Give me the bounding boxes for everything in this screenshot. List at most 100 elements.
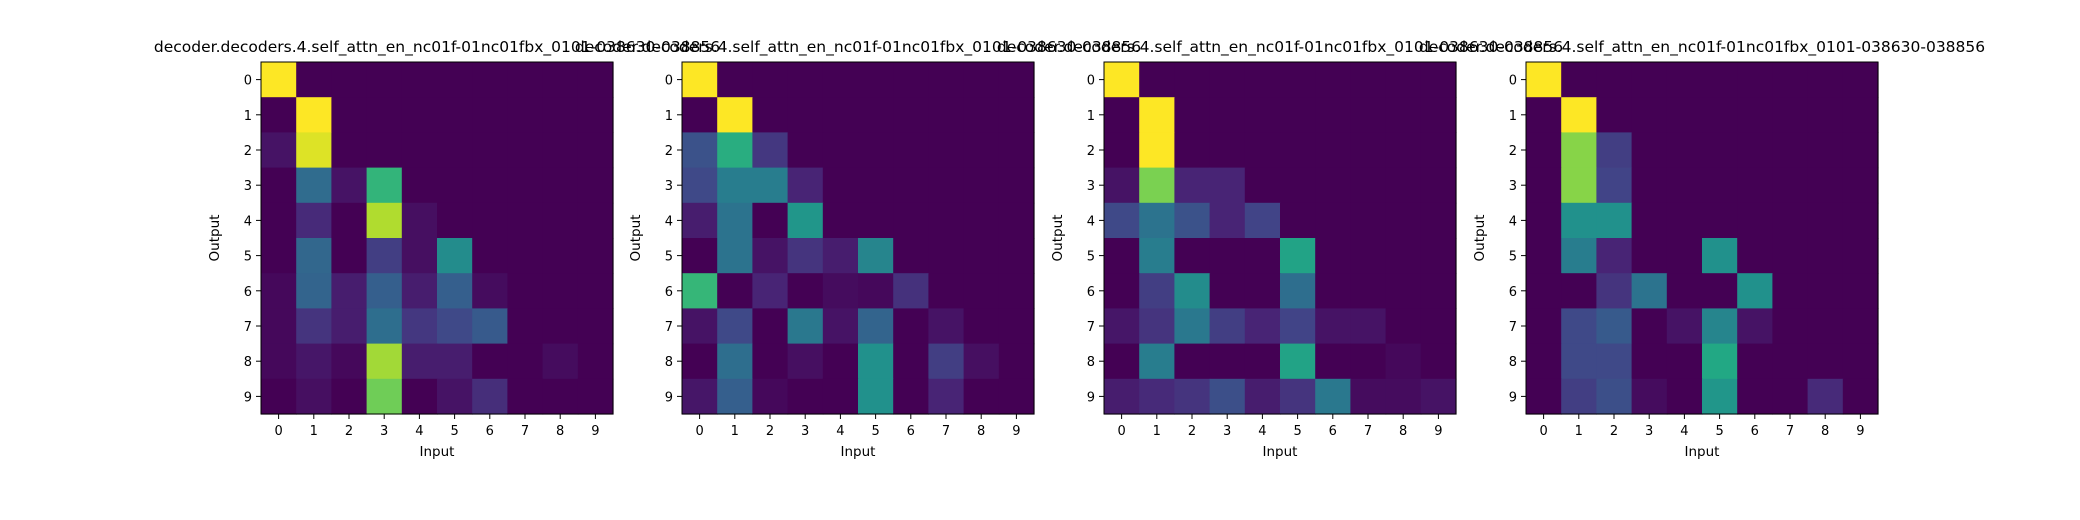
heatmap-cell-r4-c4 <box>1244 202 1281 239</box>
heatmap-cell-r8-c7 <box>928 343 965 380</box>
heatmap-cell-r9-c3 <box>1209 378 1246 415</box>
heatmap-cell-r4-c2 <box>331 202 368 239</box>
heatmap-cell-r8-c5 <box>1702 343 1738 380</box>
heatmap-cell-r4-c7 <box>507 202 544 239</box>
heatmap-cell-r0-c3 <box>1209 62 1246 98</box>
heatmap-cell-r2-c6 <box>893 132 929 169</box>
heatmap-cell-r1-c8 <box>542 97 579 133</box>
heatmap-cell-r3-c3 <box>1631 167 1668 204</box>
y-tick-label: 3 <box>244 179 252 194</box>
heatmap-cell-r5-c3 <box>1631 238 1668 274</box>
heatmap-cell-r1-c9 <box>577 97 614 133</box>
heatmap-cell-r5-c9 <box>1420 238 1457 274</box>
heatmap-cell-r5-c7 <box>507 238 544 274</box>
heatmap-cell-r5-c1 <box>1139 238 1175 274</box>
heatmap-cell-r9-c9 <box>998 378 1035 415</box>
heatmap-cell-r3-c0 <box>1526 167 1562 204</box>
heatmap-cell-r0-c4 <box>1666 62 1703 98</box>
heatmap-cell-r0-c5 <box>1702 62 1738 98</box>
heatmap-cell-r3-c2 <box>752 167 789 204</box>
x-tick-label: 1 <box>310 424 318 439</box>
heatmap-cell-r2-c3 <box>1209 132 1246 169</box>
heatmap-cell-r3-c4 <box>822 167 859 204</box>
heatmap-cell-r1-c6 <box>472 97 508 133</box>
y-tick-label: 4 <box>665 214 673 229</box>
heatmap-cell-r3-c9 <box>1842 167 1879 204</box>
heatmap-cell-r7-c4 <box>1244 308 1281 345</box>
heatmap-cell-r3-c9 <box>577 167 614 204</box>
heatmap-cell-r1-c5 <box>437 97 473 133</box>
heatmap-cell-r7-c5 <box>1280 308 1316 345</box>
heatmap-cell-r0-c3 <box>1631 62 1668 98</box>
x-tick-label: 6 <box>1751 424 1759 439</box>
heatmap-cell-r9-c7 <box>928 378 965 415</box>
heatmap-cell-r6-c7 <box>507 273 544 309</box>
heatmap-cell-r9-c1 <box>296 378 332 415</box>
heatmap-cell-r2-c7 <box>928 132 965 169</box>
y-tick-label: 7 <box>1087 320 1095 335</box>
heatmap-cell-r2-c8 <box>1385 132 1422 169</box>
heatmap-cell-r9-c8 <box>1807 378 1844 415</box>
y-tick-label: 6 <box>244 285 252 300</box>
heatmap-cell-r2-c1 <box>296 132 332 169</box>
heatmap-cell-r2-c5 <box>1280 132 1316 169</box>
heatmap-cell-r8-c4 <box>1666 343 1703 380</box>
heatmap-cell-r1-c6 <box>1315 97 1351 133</box>
heatmap-cell-r5-c8 <box>1807 238 1844 274</box>
heatmap-cell-r4-c7 <box>928 202 965 239</box>
heatmap-cell-r0-c5 <box>437 62 473 98</box>
heatmap-cell-r7-c8 <box>542 308 579 345</box>
heatmap-cell-r0-c8 <box>542 62 579 98</box>
heatmap-cell-r7-c5 <box>858 308 894 345</box>
heatmap-cell-r5-c1 <box>296 238 332 274</box>
heatmap-cell-r0-c7 <box>928 62 965 98</box>
heatmap-cell-r4-c2 <box>1596 202 1633 239</box>
heatmap-cell-r8-c2 <box>331 343 368 380</box>
heatmap-cell-r4-c8 <box>542 202 579 239</box>
heatmap-cell-r8-c4 <box>401 343 438 380</box>
y-tick-label: 7 <box>244 320 252 335</box>
x-tick-label: 2 <box>345 424 353 439</box>
heatmap-cell-r1-c5 <box>1280 97 1316 133</box>
x-tick-label: 1 <box>1575 424 1583 439</box>
axes-frame <box>1103 61 1457 415</box>
heatmap-cell-r9-c2 <box>331 378 368 415</box>
heatmap-cell-r8-c5 <box>858 343 894 380</box>
y-tick-label: 2 <box>1509 144 1517 159</box>
heatmap-cell-r5-c5 <box>858 238 894 274</box>
y-tick-label: 7 <box>665 320 673 335</box>
heatmap-cell-r9-c3 <box>366 378 403 415</box>
heatmap-cell-r8-c7 <box>1772 343 1809 380</box>
heatmap-cell-r0-c6 <box>893 62 929 98</box>
heatmap-cell-r6-c2 <box>1596 273 1633 309</box>
heatmap-cell-r0-c5 <box>1280 62 1316 98</box>
heatmap-cell-r0-c7 <box>1772 62 1809 98</box>
heatmap-cell-r6-c8 <box>1385 273 1422 309</box>
heatmap-cell-r8-c2 <box>752 343 789 380</box>
heatmap-cell-r7-c1 <box>1561 308 1597 345</box>
heatmap-cell-r0-c9 <box>577 62 614 98</box>
heatmap-cell-r6-c7 <box>1350 273 1387 309</box>
heatmap-cell-r2-c1 <box>1139 132 1175 169</box>
heatmap-cell-r2-c4 <box>401 132 438 169</box>
heatmap-cell-r2-c5 <box>1702 132 1738 169</box>
heatmap-cell-r7-c7 <box>1772 308 1809 345</box>
heatmap-cell-r5-c8 <box>542 238 579 274</box>
heatmap-cell-r4-c1 <box>717 202 753 239</box>
heatmap-cell-r8-c0 <box>1526 343 1562 380</box>
heatmap-cell-r7-c2 <box>1596 308 1633 345</box>
heatmap-cell-r2-c2 <box>1596 132 1633 169</box>
x-tick-label: 4 <box>415 424 423 439</box>
heatmap-cell-r3-c1 <box>1561 167 1597 204</box>
heatmap-cell-r0-c6 <box>1315 62 1351 98</box>
y-tick-label: 8 <box>665 355 673 370</box>
y-tick-label: 4 <box>1087 214 1095 229</box>
heatmap-cell-r1-c4 <box>401 97 438 133</box>
heatmap-cell-r5-c8 <box>1385 238 1422 274</box>
heatmap-cell-r6-c6 <box>1737 273 1773 309</box>
heatmap-cell-r3-c8 <box>1385 167 1422 204</box>
heatmap-cell-r8-c9 <box>1420 343 1457 380</box>
heatmap-cell-r2-c0 <box>261 132 297 169</box>
x-tick-label: 0 <box>695 424 703 439</box>
heatmap-cell-r9-c0 <box>682 378 718 415</box>
